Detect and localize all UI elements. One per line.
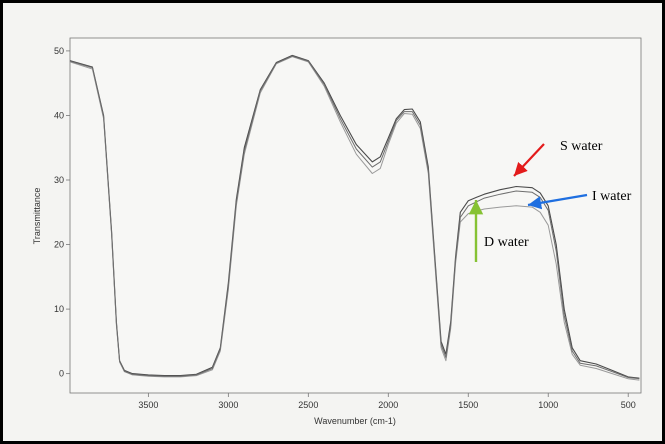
y-tick-label: 50	[54, 46, 64, 56]
y-tick-label: 10	[54, 304, 64, 314]
x-axis-title: Wavenumber (cm-1)	[314, 416, 396, 426]
x-tick-label: 500	[621, 400, 636, 410]
plot-area	[69, 37, 642, 394]
x-tick-label: 3500	[138, 400, 158, 410]
x-tick-label: 1000	[538, 400, 558, 410]
x-axis: 3500 3000 2500 2000 1500 1000 500	[138, 393, 636, 410]
s-water-label: S water	[560, 139, 603, 154]
series-line-s-water	[69, 54, 640, 379]
i-water-arrow	[527, 193, 588, 210]
y-tick-label: 30	[54, 175, 64, 185]
y-tick-label: 0	[59, 369, 64, 379]
y-tick-label: 40	[54, 110, 64, 120]
x-tick-label: 1500	[458, 400, 478, 410]
series-line-i-water	[69, 56, 640, 381]
x-tick-label: 2000	[378, 400, 398, 410]
s-water-arrow	[513, 143, 545, 177]
y-tick-label: 20	[54, 240, 64, 250]
x-tick-label: 3000	[218, 400, 238, 410]
y-axis: 0 10 20 30 40 50	[54, 46, 70, 379]
y-axis-title: Transmittance	[32, 188, 42, 245]
i-water-label: I water	[592, 189, 632, 204]
d-water-label: D water	[484, 235, 529, 250]
x-tick-label: 2500	[298, 400, 318, 410]
